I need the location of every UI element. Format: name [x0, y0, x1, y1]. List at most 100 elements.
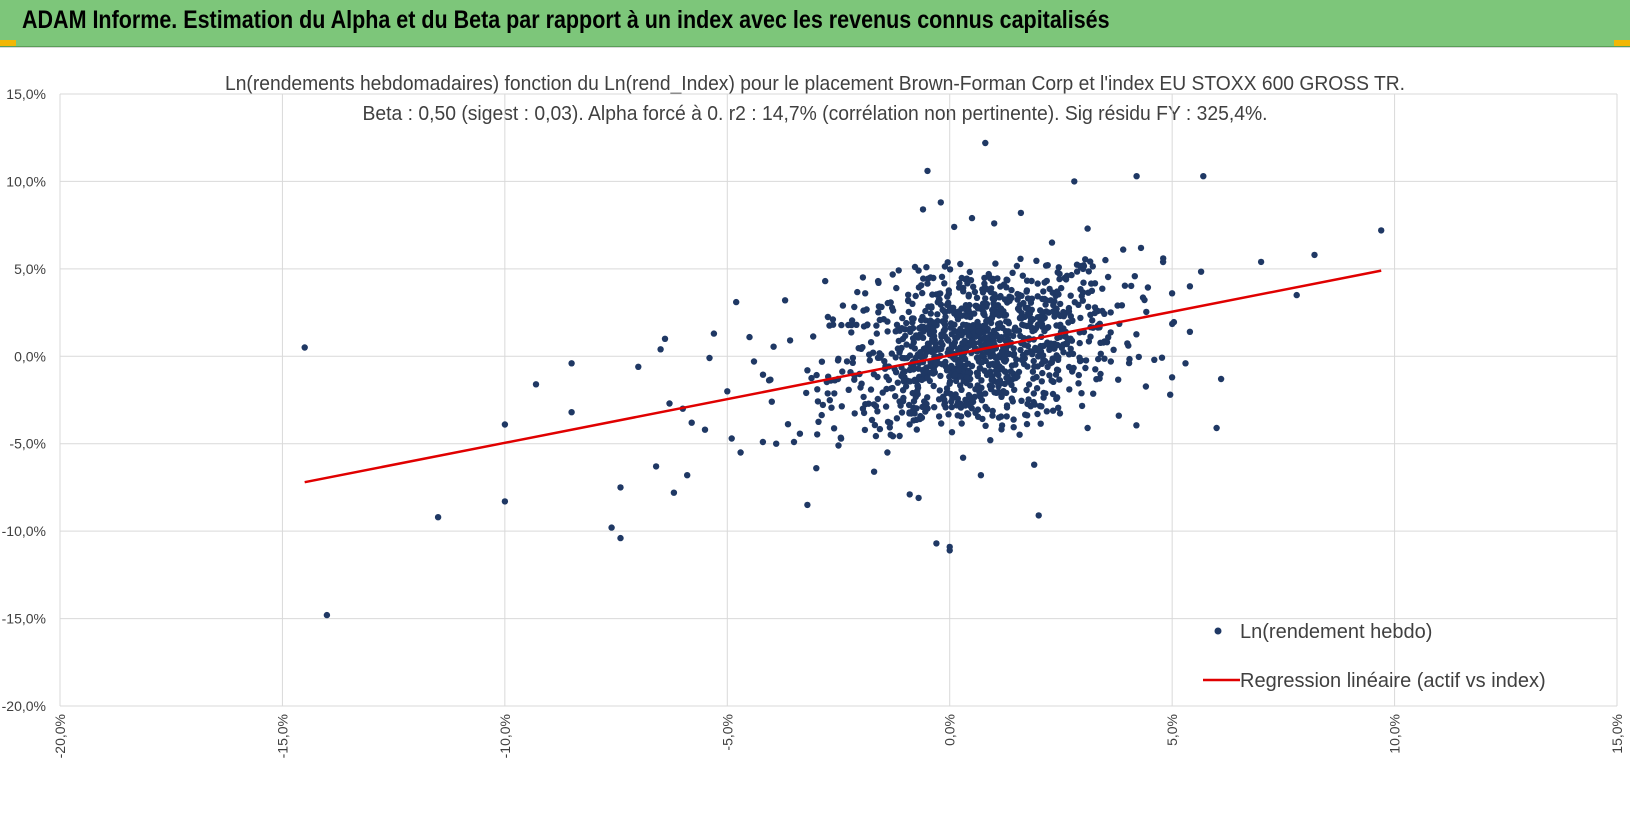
data-point	[905, 401, 913, 409]
data-point	[978, 377, 985, 384]
data-point	[976, 365, 983, 372]
data-point	[912, 393, 919, 400]
data-point	[893, 284, 900, 292]
data-point	[915, 267, 922, 274]
data-point	[1028, 324, 1035, 331]
data-point	[898, 325, 906, 332]
data-point	[900, 378, 907, 385]
data-point	[924, 280, 931, 287]
data-point	[1125, 342, 1132, 349]
data-point	[1029, 351, 1036, 358]
data-point	[875, 279, 882, 286]
x-tick-label: -10,0%	[497, 714, 513, 758]
data-point	[893, 415, 901, 422]
data-point	[1025, 381, 1033, 388]
data-point	[941, 321, 949, 328]
data-point	[924, 405, 931, 412]
data-point	[323, 611, 331, 619]
data-point	[910, 417, 917, 424]
data-point	[1114, 302, 1121, 309]
data-point	[1008, 362, 1016, 369]
data-point	[1031, 461, 1038, 468]
data-point	[892, 354, 899, 361]
grid	[59, 93, 1618, 707]
data-point	[1034, 293, 1041, 300]
data-point	[803, 389, 810, 397]
data-point	[981, 367, 988, 374]
data-point	[937, 339, 945, 346]
data-point	[889, 384, 896, 392]
data-point	[818, 411, 825, 419]
data-point	[1011, 386, 1018, 393]
data-point	[1055, 264, 1063, 271]
data-point	[989, 306, 996, 314]
x-tick-label: 10,0%	[1387, 714, 1403, 754]
y-tick-label: -10,0%	[2, 523, 46, 539]
data-point	[884, 318, 891, 325]
data-point	[1079, 297, 1087, 304]
data-point	[1167, 391, 1174, 398]
data-point	[843, 358, 851, 365]
data-point	[1110, 346, 1117, 353]
data-point	[830, 425, 838, 432]
data-point	[1186, 328, 1194, 335]
data-point	[829, 316, 837, 323]
data-point	[968, 324, 975, 332]
data-point	[1141, 296, 1148, 304]
data-point	[635, 363, 642, 370]
data-point	[1047, 297, 1055, 304]
data-point	[1017, 332, 1024, 340]
data-point	[1084, 424, 1091, 432]
data-point	[1058, 284, 1065, 292]
data-point	[1010, 352, 1017, 359]
data-point	[876, 350, 883, 357]
data-point	[838, 403, 845, 410]
data-point	[1024, 295, 1032, 302]
data-point	[1067, 345, 1074, 352]
data-point	[911, 345, 918, 352]
data-point	[1131, 273, 1139, 280]
data-point	[997, 292, 1004, 300]
data-point	[974, 413, 982, 420]
data-point	[899, 370, 907, 377]
data-point	[997, 413, 1005, 420]
data-point	[1030, 375, 1037, 382]
data-point	[859, 274, 867, 281]
data-point	[926, 345, 933, 352]
data-point	[1034, 280, 1041, 287]
data-point	[1043, 408, 1051, 415]
data-point	[942, 358, 949, 366]
data-point	[878, 303, 885, 311]
data-point	[1002, 337, 1009, 344]
data-point	[941, 280, 948, 287]
data-point	[896, 347, 904, 354]
data-point	[953, 334, 961, 341]
data-point	[1311, 251, 1318, 259]
data-point	[617, 484, 624, 491]
data-point	[657, 346, 664, 353]
data-point	[1014, 373, 1021, 380]
chart-area: Ln(rendements hebdomadaires) fonction du…	[0, 47, 1630, 817]
data-point	[892, 328, 899, 335]
data-point	[989, 412, 996, 419]
data-point	[886, 424, 893, 431]
data-point	[1010, 416, 1017, 423]
data-point	[1142, 383, 1150, 390]
data-point	[822, 277, 829, 285]
data-point	[1056, 323, 1064, 330]
x-tick-label: 5,0%	[1164, 714, 1180, 746]
data-point	[1073, 268, 1081, 275]
data-point	[919, 289, 926, 297]
data-point	[1082, 256, 1089, 263]
data-point	[1019, 272, 1026, 279]
data-point	[838, 321, 845, 329]
data-point	[937, 199, 944, 206]
data-point	[875, 309, 882, 316]
data-point	[1133, 173, 1140, 180]
data-point	[1023, 386, 1030, 394]
data-point	[1004, 277, 1011, 284]
data-point	[866, 357, 873, 364]
data-point	[935, 396, 943, 403]
data-point	[1121, 282, 1129, 289]
data-point	[939, 306, 946, 314]
